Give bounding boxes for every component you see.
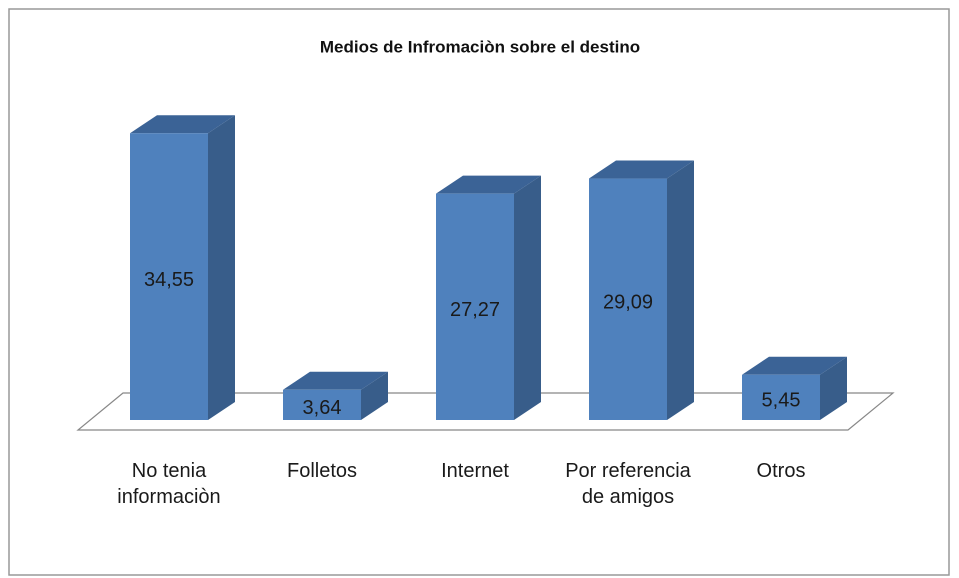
- x-tick-label: Internet: [441, 460, 509, 482]
- data-label: 27,27: [450, 299, 500, 321]
- data-label: 29,09: [603, 292, 653, 314]
- bar-side: [667, 160, 694, 421]
- data-label: 34,55: [144, 269, 194, 291]
- chart-title: Medios de Infromaciòn sobre el destino: [320, 37, 640, 56]
- bar-top: [742, 356, 847, 375]
- bar: [742, 374, 820, 420]
- bar-top: [130, 115, 235, 134]
- data-label: 5,45: [762, 390, 801, 412]
- x-tick-label: Por referencia de amigos: [565, 460, 691, 508]
- bar: [589, 178, 667, 420]
- bar-top: [589, 160, 694, 179]
- bar-top: [436, 175, 541, 194]
- bar-top: [283, 371, 388, 390]
- x-tick-label: Folletos: [286, 460, 358, 482]
- bar: [130, 133, 208, 421]
- data-label: 3,64: [303, 397, 342, 419]
- bar-side: [361, 371, 388, 420]
- bar-side: [208, 115, 235, 421]
- bar-side: [514, 175, 541, 420]
- x-tick-label: Otros: [756, 460, 806, 482]
- bar-side: [820, 356, 847, 420]
- x-tick-label: No tenia informaciòn: [117, 460, 221, 508]
- bar: [283, 389, 361, 420]
- bar: [436, 193, 514, 420]
